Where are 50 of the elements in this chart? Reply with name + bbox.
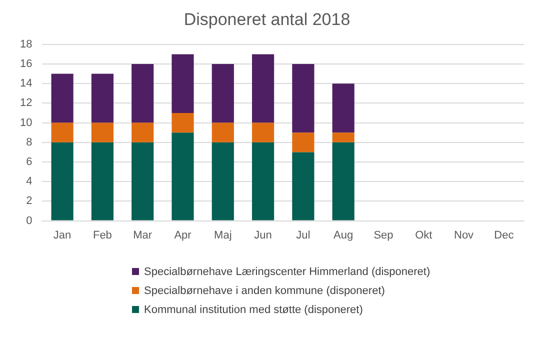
bar bbox=[51, 74, 74, 123]
bar bbox=[132, 64, 154, 123]
y-tick-label: 2 bbox=[26, 195, 32, 208]
bar bbox=[172, 54, 194, 113]
bar bbox=[91, 142, 114, 220]
y-tick-label: 8 bbox=[26, 136, 32, 148]
legend-label: Specialbørnehave Læringscenter Himmerland (disponeret) bbox=[144, 266, 430, 278]
bar bbox=[51, 142, 74, 220]
x-tick-label: Feb bbox=[92, 229, 112, 242]
bar bbox=[212, 142, 234, 220]
bar bbox=[292, 64, 314, 133]
bar bbox=[292, 132, 314, 152]
x-tick-label: Sep bbox=[374, 229, 394, 242]
y-tick-label: 10 bbox=[20, 116, 32, 129]
x-tick-label: Dec bbox=[494, 229, 514, 242]
bar bbox=[132, 122, 154, 142]
y-tick-label: 14 bbox=[20, 78, 32, 90]
y-tick-label: 12 bbox=[20, 97, 32, 110]
x-tick-label: Nov bbox=[454, 229, 474, 242]
bar bbox=[252, 54, 274, 123]
bar bbox=[132, 142, 154, 220]
bar bbox=[292, 152, 314, 220]
bar bbox=[332, 142, 354, 220]
y-tick-label: 18 bbox=[20, 38, 32, 50]
x-tick-label: Mar bbox=[133, 229, 152, 242]
bar bbox=[91, 122, 114, 142]
bar bbox=[252, 122, 274, 142]
legend-label: Specialbørnehave i anden kommune (disponeret) bbox=[144, 284, 385, 296]
x-tick-label: Jun bbox=[254, 229, 272, 242]
bar bbox=[252, 142, 274, 220]
x-tick-label: Jul bbox=[296, 229, 310, 242]
y-tick-label: 4 bbox=[26, 176, 32, 188]
x-tick-label: Maj bbox=[214, 229, 232, 242]
bar bbox=[91, 74, 114, 123]
legend-label: Kommunal institution med støtte (disponeret) bbox=[144, 304, 363, 316]
y-tick-label: 6 bbox=[26, 156, 32, 168]
x-tick-label: Jan bbox=[53, 229, 72, 242]
y-tick-label: 16 bbox=[20, 58, 32, 70]
bar bbox=[332, 132, 354, 142]
bar bbox=[172, 113, 194, 133]
x-tick-label: Apr bbox=[174, 229, 192, 242]
bar bbox=[332, 84, 354, 133]
x-tick-label: Aug bbox=[334, 229, 354, 242]
bar bbox=[212, 122, 234, 142]
y-tick-label: 0 bbox=[26, 214, 32, 227]
bar bbox=[172, 132, 194, 220]
bar bbox=[212, 64, 234, 123]
x-tick-label: Okt bbox=[415, 229, 432, 242]
bar bbox=[51, 122, 74, 142]
chart-title: Disponeret antal 2018 bbox=[184, 10, 350, 29]
